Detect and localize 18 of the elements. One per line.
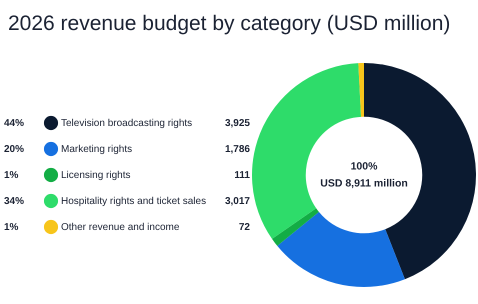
legend-label: Hospitality rights and ticket sales (61, 196, 206, 207)
data-label: 3,017 (224, 196, 250, 207)
text: USD 8,911 million (320, 177, 408, 190)
text: 1% (4, 222, 19, 233)
data-label: 1,786 (224, 144, 250, 155)
data-label: 111 (234, 170, 250, 181)
chart-title: 2026 revenue budget by category (USD million) (8, 12, 450, 35)
text: 20% (4, 144, 24, 155)
data-label: 72 (238, 222, 250, 233)
legend-label: Licensing rights (61, 170, 130, 181)
text: 34% (4, 196, 24, 207)
text: 44% (4, 118, 24, 129)
text: 1% (4, 170, 19, 181)
text: 100% (350, 160, 378, 172)
legend-label: Other revenue and income (61, 222, 180, 233)
data-label: 3,925 (224, 118, 250, 129)
legend-label: Marketing rights (61, 144, 132, 155)
legend-label: Television broadcasting rights (61, 118, 192, 129)
